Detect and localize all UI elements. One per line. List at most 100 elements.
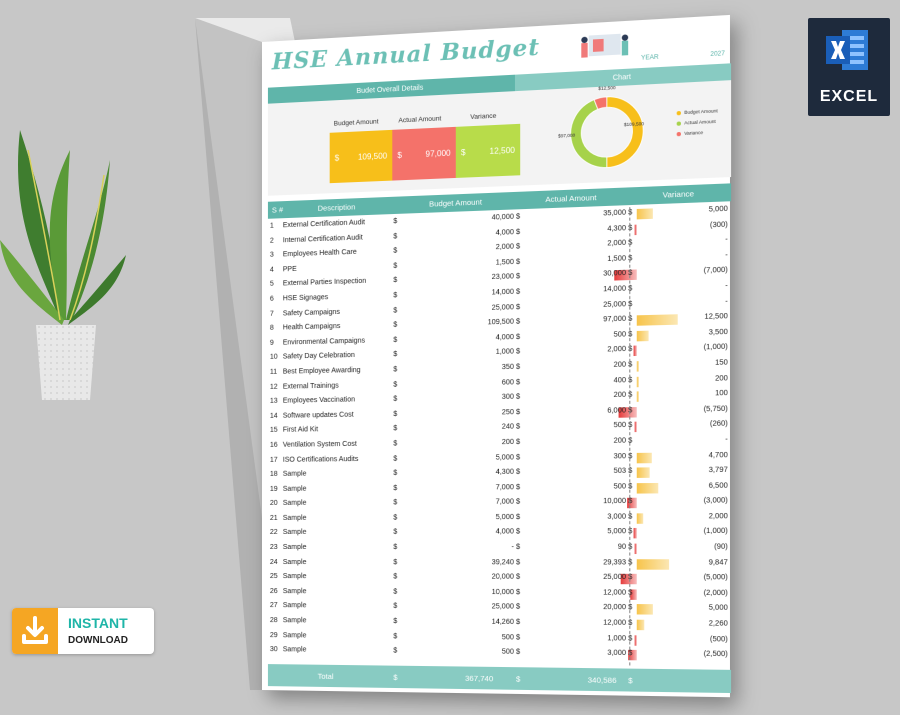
row-actual-currency[interactable]: $: [516, 393, 521, 401]
row-variance-amount[interactable]: (2,000): [703, 589, 728, 598]
row-number[interactable]: 10: [269, 353, 278, 362]
row-number[interactable]: 20: [269, 500, 278, 508]
row-budget-amount[interactable]: 4,000: [495, 228, 514, 237]
row-budget-amount[interactable]: 25,000: [491, 303, 514, 312]
row-actual-amount[interactable]: 300: [613, 452, 627, 460]
row-actual-amount[interactable]: 2,000: [607, 239, 627, 248]
row-budget-currency[interactable]: $: [393, 632, 398, 640]
row-actual-currency[interactable]: $: [516, 423, 521, 431]
year-value[interactable]: 2027: [710, 50, 725, 59]
row-budget-amount[interactable]: 240: [501, 423, 514, 432]
row-budget-amount[interactable]: 1,500: [495, 258, 514, 267]
row-budget-currency[interactable]: $: [393, 647, 398, 655]
row-variance-amount[interactable]: 200: [715, 374, 728, 383]
row-budget-amount[interactable]: 200: [501, 438, 514, 447]
row-description[interactable]: External Trainings: [282, 382, 339, 391]
row-number[interactable]: 30: [269, 646, 278, 654]
row-description[interactable]: Employees Vaccination: [282, 396, 356, 405]
row-description[interactable]: Sample: [282, 470, 307, 478]
row-budget-currency[interactable]: $: [393, 558, 398, 566]
row-budget-amount[interactable]: 10,000: [491, 588, 514, 597]
row-number[interactable]: 2: [269, 237, 274, 245]
row-number[interactable]: 6: [269, 295, 274, 303]
row-budget-amount[interactable]: -: [511, 543, 514, 551]
row-variance-amount[interactable]: 12,500: [704, 313, 728, 322]
row-variance-amount[interactable]: (1,000): [703, 528, 728, 536]
row-budget-currency[interactable]: $: [393, 277, 398, 285]
row-budget-currency[interactable]: $: [393, 247, 398, 255]
row-budget-amount[interactable]: 14,260: [491, 618, 514, 627]
row-actual-currency[interactable]: $: [516, 228, 521, 236]
row-number[interactable]: 26: [269, 587, 278, 595]
row-actual-amount[interactable]: 35,000: [603, 209, 627, 218]
row-actual-currency[interactable]: $: [516, 333, 521, 341]
row-budget-amount[interactable]: 40,000: [491, 213, 514, 222]
row-actual-amount[interactable]: 30,000: [603, 270, 627, 279]
row-description[interactable]: Software updates Cost: [282, 411, 354, 420]
row-variance-amount[interactable]: (1,000): [703, 343, 728, 352]
row-actual-amount[interactable]: 4,300: [607, 224, 627, 233]
row-variance-amount[interactable]: -: [725, 282, 728, 290]
row-actual-amount[interactable]: 500: [613, 482, 627, 491]
row-number[interactable]: 3: [269, 251, 274, 259]
row-description[interactable]: Sample: [282, 617, 307, 625]
row-budget-currency[interactable]: $: [393, 617, 398, 626]
row-variance-amount[interactable]: 150: [715, 359, 728, 367]
row-description[interactable]: Sample: [282, 573, 307, 581]
row-number[interactable]: 11: [269, 368, 278, 376]
row-number[interactable]: 7: [269, 310, 274, 318]
row-actual-amount[interactable]: 25,000: [603, 574, 627, 582]
row-description[interactable]: Sample: [282, 646, 307, 654]
row-budget-currency[interactable]: $: [393, 351, 398, 359]
row-description[interactable]: Sample: [282, 514, 307, 522]
row-variance-amount[interactable]: -: [725, 297, 728, 306]
row-actual-currency[interactable]: $: [516, 468, 521, 476]
row-budget-currency[interactable]: $: [393, 262, 398, 270]
row-budget-amount[interactable]: 350: [501, 363, 514, 372]
row-actual-amount[interactable]: 20,000: [603, 604, 627, 612]
row-budget-amount[interactable]: 109,500: [487, 318, 514, 327]
row-actual-amount[interactable]: 10,000: [603, 498, 627, 506]
row-actual-amount[interactable]: 25,000: [603, 300, 627, 309]
row-description[interactable]: Employees Health Care: [282, 248, 357, 259]
row-variance-amount[interactable]: 4,700: [708, 451, 728, 459]
row-description[interactable]: Safety Campaigns: [282, 308, 340, 318]
row-description[interactable]: Environmental Campaigns: [282, 337, 366, 347]
row-number[interactable]: 24: [269, 558, 278, 566]
row-actual-amount[interactable]: 500: [613, 330, 627, 339]
row-variance-amount[interactable]: 3,797: [708, 466, 728, 475]
row-variance-amount[interactable]: 9,847: [708, 558, 728, 567]
row-variance-amount[interactable]: (3,000): [703, 497, 728, 505]
row-budget-currency[interactable]: $: [393, 499, 398, 507]
row-budget-currency[interactable]: $: [393, 543, 398, 552]
row-actual-currency[interactable]: $: [516, 588, 521, 597]
row-budget-currency[interactable]: $: [393, 410, 398, 418]
row-actual-amount[interactable]: 3,000: [607, 513, 627, 521]
row-number[interactable]: 1: [269, 222, 274, 230]
row-number[interactable]: 8: [269, 324, 274, 332]
row-actual-currency[interactable]: $: [516, 618, 521, 627]
row-description[interactable]: PPE: [282, 265, 297, 274]
row-number[interactable]: 5: [269, 281, 274, 289]
row-budget-amount[interactable]: 7,000: [495, 483, 514, 492]
row-description[interactable]: Internal Certification Audit: [282, 233, 363, 244]
row-number[interactable]: 12: [269, 383, 278, 391]
row-variance-amount[interactable]: 2,260: [708, 620, 728, 628]
row-variance-amount[interactable]: 100: [715, 389, 728, 398]
row-variance-amount[interactable]: (2,500): [703, 650, 728, 659]
row-budget-amount[interactable]: 23,000: [491, 273, 514, 282]
row-actual-currency[interactable]: $: [516, 498, 521, 506]
row-description[interactable]: Best Employee Awarding: [282, 366, 361, 376]
row-actual-currency[interactable]: $: [516, 633, 521, 642]
row-actual-amount[interactable]: 1,000: [607, 634, 627, 643]
row-actual-currency[interactable]: $: [516, 378, 521, 386]
row-budget-currency[interactable]: $: [393, 425, 398, 433]
row-actual-currency[interactable]: $: [516, 438, 521, 446]
row-actual-currency[interactable]: $: [516, 348, 521, 356]
row-budget-currency[interactable]: $: [393, 514, 398, 522]
row-budget-currency[interactable]: $: [393, 529, 398, 537]
row-number[interactable]: 28: [269, 617, 278, 625]
row-description[interactable]: First Aid Kit: [282, 426, 319, 435]
row-actual-amount[interactable]: 97,000: [603, 315, 627, 324]
row-budget-currency[interactable]: $: [393, 588, 398, 596]
